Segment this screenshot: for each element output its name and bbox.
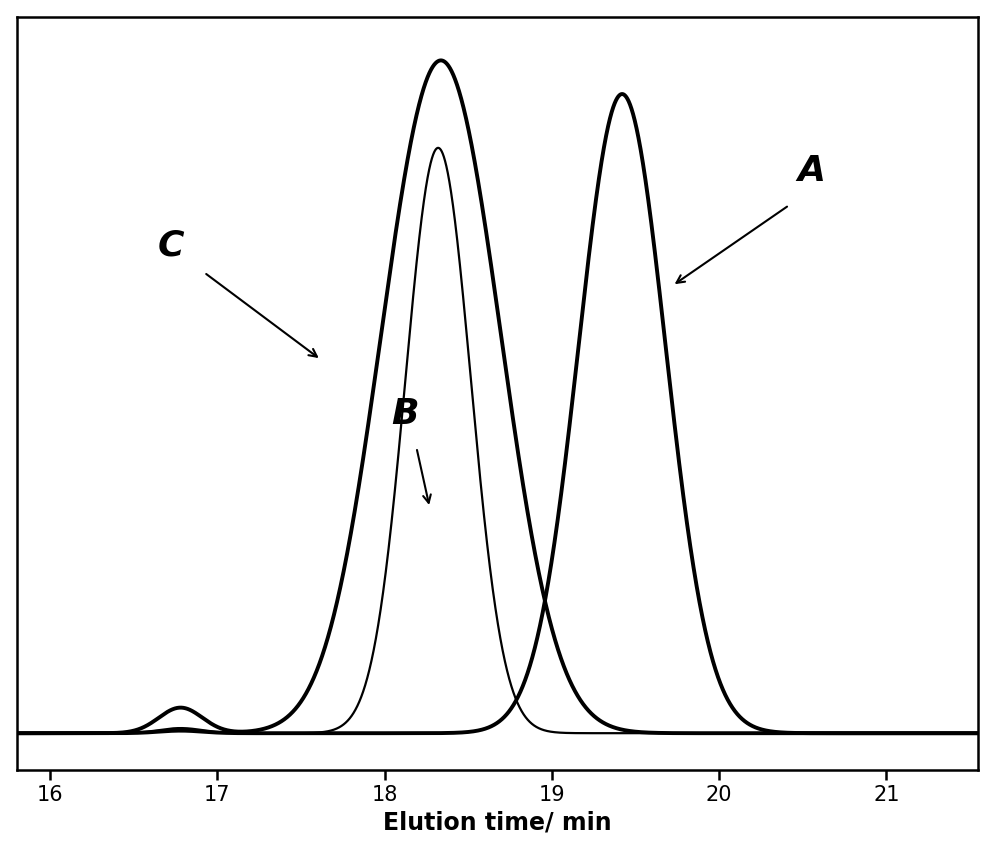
Text: C: C [157, 228, 184, 262]
Text: B: B [391, 397, 418, 431]
X-axis label: Elution time/ min: Elution time/ min [383, 810, 611, 834]
Text: A: A [796, 154, 824, 188]
